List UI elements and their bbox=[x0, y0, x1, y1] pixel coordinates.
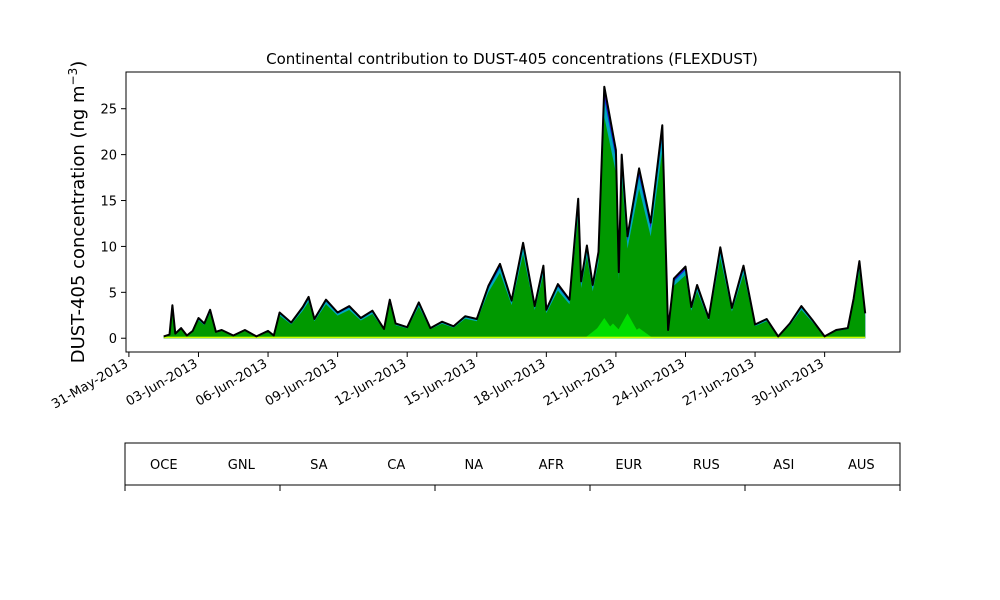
total-line bbox=[163, 85, 867, 338]
legend-label-na: NA bbox=[464, 458, 483, 473]
x-tick-label: 21-Jun-2013 bbox=[541, 356, 618, 409]
y-axis-label-close: ) bbox=[68, 61, 89, 68]
x-tick-label: 12-Jun-2013 bbox=[332, 356, 409, 409]
y-axis-label: DUST-405 concentration (ng m−3) bbox=[66, 61, 89, 364]
x-tick-label: 30-Jun-2013 bbox=[750, 356, 827, 409]
chart-title: Continental contribution to DUST-405 con… bbox=[266, 50, 758, 68]
y-tick-label: 20 bbox=[100, 149, 117, 164]
x-tick-label: 15-Jun-2013 bbox=[402, 356, 479, 409]
legend-label-afr: AFR bbox=[539, 458, 564, 473]
x-tick-label: 03-Jun-2013 bbox=[124, 356, 201, 409]
y-tick-label: 15 bbox=[100, 195, 117, 210]
plot-frame bbox=[125, 71, 901, 353]
legend-label-oce: OCE bbox=[150, 458, 178, 473]
y-tick-label: 5 bbox=[109, 286, 117, 301]
y-axis-label-unit-exponent: −3 bbox=[66, 68, 80, 86]
y-tick-label: 25 bbox=[100, 103, 117, 118]
x-tick-label: 18-Jun-2013 bbox=[472, 356, 549, 409]
legend-label-asi: ASI bbox=[773, 458, 794, 473]
y-tick-label: 10 bbox=[100, 240, 117, 255]
legend-label-gnl: GNL bbox=[228, 458, 256, 473]
continent-colorbar-legend: OCE GNL SA CA NA AFR EUR RUS ASI AUS bbox=[124, 442, 901, 491]
y-tick-label: 0 bbox=[109, 332, 117, 347]
x-tick-label: 31-May-2013 bbox=[49, 356, 131, 412]
legend-label-eur: EUR bbox=[615, 458, 642, 473]
x-tick-label: 09-Jun-2013 bbox=[263, 356, 340, 409]
y-axis-label-main: DUST-405 concentration (ng m bbox=[68, 85, 89, 363]
legend-label-aus: AUS bbox=[848, 458, 875, 473]
legend-label-sa: SA bbox=[310, 458, 327, 473]
legend-label-rus: RUS bbox=[693, 458, 720, 473]
x-tick-label: 24-Jun-2013 bbox=[611, 356, 688, 409]
legend-label-ca: CA bbox=[387, 458, 405, 473]
x-tick-label: 27-Jun-2013 bbox=[680, 356, 757, 409]
colorbar-frame bbox=[124, 442, 901, 486]
na-area-bump-4 bbox=[625, 328, 654, 339]
ca-area bbox=[163, 336, 866, 339]
afr-area bbox=[163, 116, 866, 339]
x-tick-label: 06-Jun-2013 bbox=[193, 356, 270, 409]
plot-area: 0 5 10 15 20 25 31-May-201303-Jun-201306-Jun-2… bbox=[49, 71, 901, 412]
